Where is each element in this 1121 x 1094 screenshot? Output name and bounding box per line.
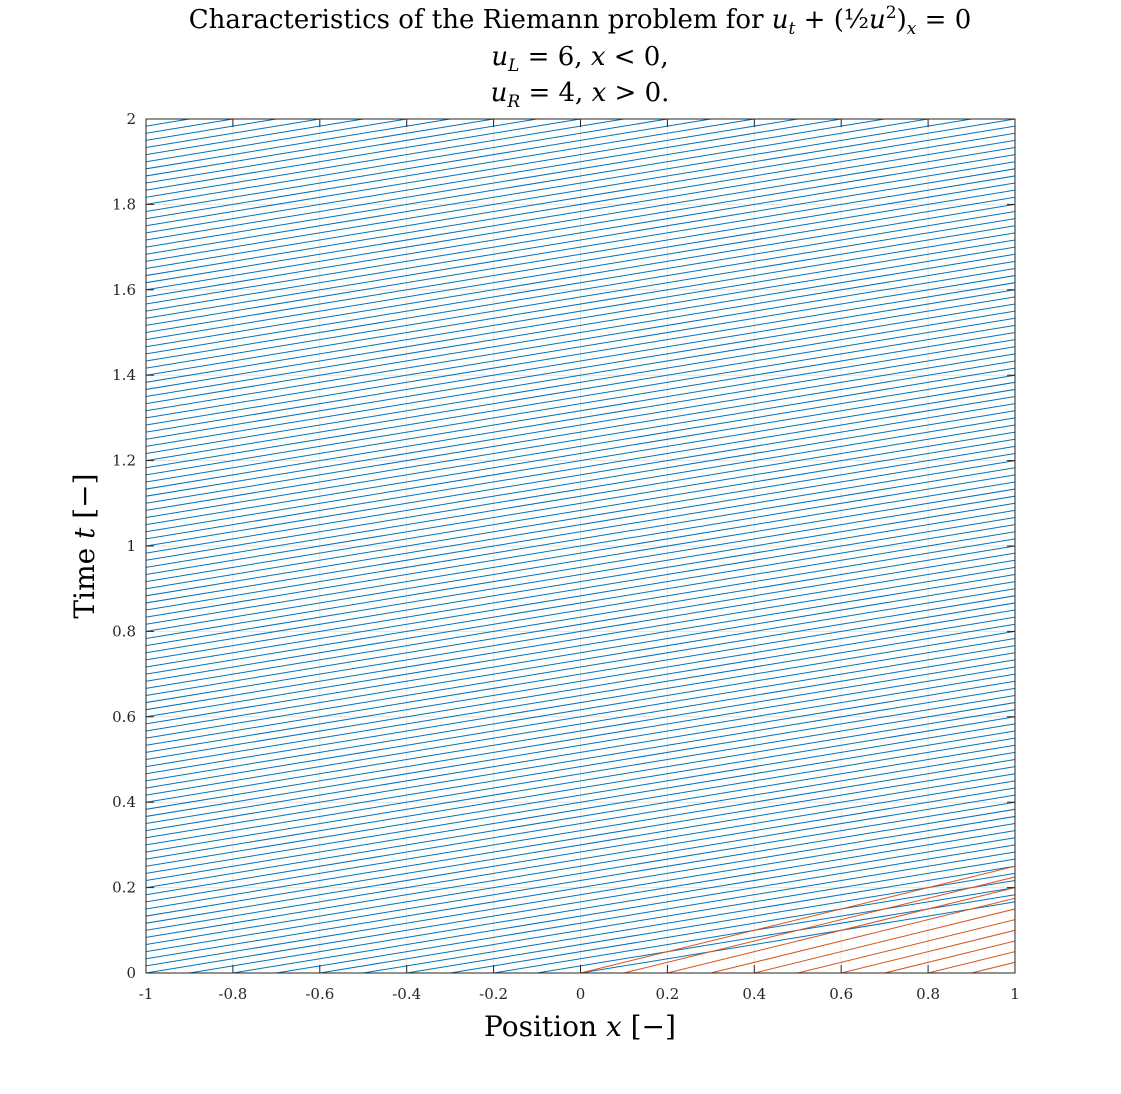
characteristic-line-series-1 bbox=[146, 154, 1015, 298]
chart-title: Characteristics of the Riemann problem f… bbox=[189, 3, 971, 112]
characteristic-line-series-1 bbox=[146, 189, 1015, 334]
characteristic-line-series-1 bbox=[146, 474, 1015, 618]
characteristic-line-series-1 bbox=[146, 509, 1015, 654]
title-line-1: Characteristics of the Riemann problem f… bbox=[189, 3, 971, 39]
x-tick-label: -0.4 bbox=[392, 985, 421, 1003]
y-tick-label: 1.4 bbox=[112, 366, 136, 384]
characteristic-line-series-1 bbox=[146, 417, 1015, 561]
characteristic-line-series-1 bbox=[146, 481, 1015, 625]
y-tick-label: 0.6 bbox=[112, 708, 136, 726]
characteristic-line-series-1 bbox=[146, 723, 1015, 867]
characteristic-line-series-1 bbox=[146, 766, 1015, 910]
title-line-3: uR = 4, x > 0. bbox=[491, 78, 670, 112]
x-tick-label: -1 bbox=[139, 985, 154, 1003]
x-tick-label: 0.8 bbox=[916, 985, 940, 1003]
characteristic-line-series-1 bbox=[146, 246, 1015, 390]
characteristic-line-series-1 bbox=[146, 801, 1015, 946]
characteristic-line-series-1 bbox=[146, 218, 1015, 362]
y-tick-label: 1.8 bbox=[112, 195, 136, 213]
characteristic-line-series-1 bbox=[146, 730, 1015, 874]
characteristic-line-series-1 bbox=[146, 538, 1015, 682]
characteristic-line-series-1 bbox=[146, 737, 1015, 881]
y-tick-label: 0.8 bbox=[112, 622, 136, 640]
characteristic-line-series-1 bbox=[146, 780, 1015, 924]
y-tick-label: 0.4 bbox=[112, 793, 136, 811]
characteristic-line-series-1 bbox=[146, 132, 1015, 277]
characteristic-line-series-1 bbox=[146, 146, 1015, 291]
y-axis-label: Time t [−] bbox=[68, 473, 101, 618]
characteristic-line-series-1 bbox=[146, 211, 1015, 355]
characteristic-line-series-1 bbox=[146, 175, 1015, 319]
characteristic-line-series-1 bbox=[146, 794, 1015, 938]
characteristic-line-series-1 bbox=[146, 495, 1015, 640]
characteristic-line-series-1 bbox=[146, 139, 1015, 284]
x-tick-label: 0.2 bbox=[655, 985, 679, 1003]
characteristic-line-series-1 bbox=[146, 531, 1015, 675]
characteristic-line-series-1 bbox=[146, 823, 1015, 967]
characteristic-line-series-1 bbox=[146, 488, 1015, 632]
x-tick-label: 1 bbox=[1010, 985, 1020, 1003]
x-axis-label: Position x [−] bbox=[484, 1010, 676, 1043]
characteristic-line-series-1 bbox=[146, 438, 1015, 583]
characteristic-line-series-1 bbox=[146, 815, 1015, 960]
y-tick-label: 1 bbox=[126, 537, 136, 555]
x-tick-label: 0 bbox=[576, 985, 586, 1003]
characteristic-line-series-1 bbox=[146, 182, 1015, 326]
characteristic-line-series-1 bbox=[146, 125, 1015, 269]
x-tick-label: -0.2 bbox=[479, 985, 508, 1003]
axis-ticks: -1 -0.8 -0.6 -0.4 -0.2 0 0.2 0.4 0.6 0.8 1 0 0.2 0.4 0… bbox=[112, 110, 1020, 1003]
x-tick-label: -0.6 bbox=[305, 985, 334, 1003]
x-tick-label: 0.6 bbox=[829, 985, 853, 1003]
characteristic-line-series-1 bbox=[146, 808, 1015, 953]
y-tick-label: 0.2 bbox=[112, 879, 136, 897]
y-tick-label: 1.6 bbox=[112, 281, 136, 299]
characteristic-line-series-1 bbox=[146, 161, 1015, 305]
characteristic-line-series-1 bbox=[146, 758, 1015, 903]
characteristic-line-series-1 bbox=[146, 168, 1015, 312]
characteristic-line-series-1 bbox=[146, 751, 1015, 896]
characteristic-line-series-1 bbox=[146, 424, 1015, 568]
characteristic-line-series-1 bbox=[146, 460, 1015, 604]
y-tick-label: 0 bbox=[126, 964, 136, 982]
characteristic-line-series-1 bbox=[146, 517, 1015, 661]
x-tick-label: -0.8 bbox=[218, 985, 247, 1003]
characteristic-line-series-1 bbox=[146, 702, 1015, 846]
characteristic-line-series-1 bbox=[146, 445, 1015, 590]
y-tick-label: 2 bbox=[126, 110, 136, 128]
characteristic-line-series-1 bbox=[146, 787, 1015, 931]
characteristic-line-series-1 bbox=[146, 239, 1015, 383]
characteristic-lines bbox=[146, 119, 1015, 973]
characteristic-line-series-1 bbox=[146, 502, 1015, 647]
characteristic-line-series-1 bbox=[146, 744, 1015, 889]
characteristic-line-series-1 bbox=[146, 410, 1015, 554]
characteristic-line-series-1 bbox=[146, 232, 1015, 376]
characteristic-line-series-1 bbox=[146, 773, 1015, 917]
characteristic-line-series-1 bbox=[146, 253, 1015, 398]
y-tick-label: 1.2 bbox=[112, 452, 136, 470]
x-tick-label: 0.4 bbox=[742, 985, 766, 1003]
characteristic-line-series-1 bbox=[146, 203, 1015, 348]
characteristic-line-series-1 bbox=[146, 709, 1015, 853]
characteristic-line-series-1 bbox=[146, 196, 1015, 341]
characteristic-line-series-1 bbox=[146, 524, 1015, 668]
characteristic-line-series-1 bbox=[146, 694, 1015, 839]
characteristic-line-series-1 bbox=[146, 452, 1015, 597]
characteristic-line-series-1 bbox=[146, 467, 1015, 611]
title-line-2: uL = 6, x < 0, bbox=[491, 42, 668, 76]
characteristic-line-series-2 bbox=[1014, 972, 1015, 973]
characteristic-line-series-1 bbox=[146, 716, 1015, 860]
characteristic-line-series-1 bbox=[146, 225, 1015, 369]
characteristic-line-series-1 bbox=[146, 431, 1015, 575]
